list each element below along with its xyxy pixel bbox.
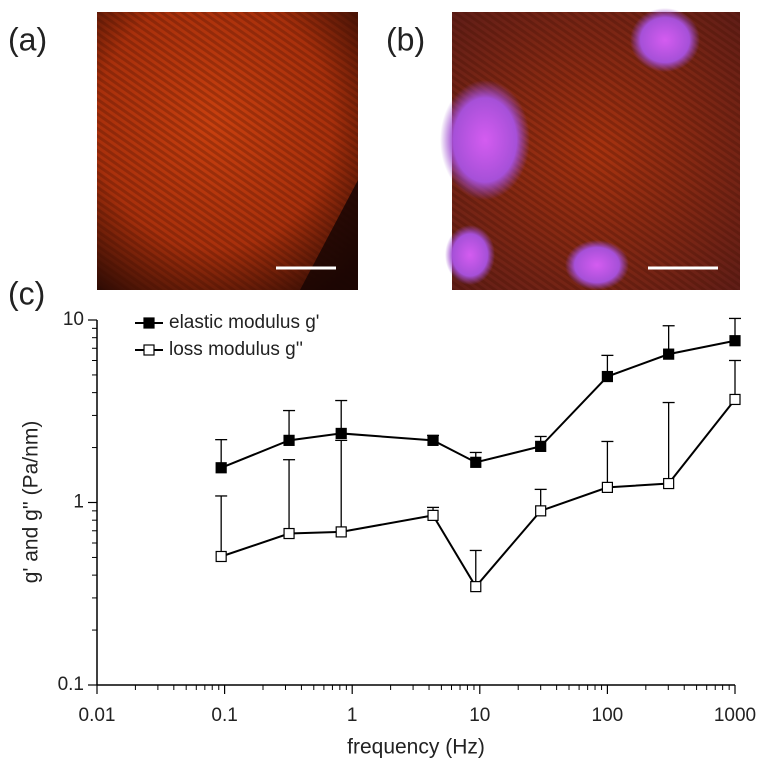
marker <box>215 462 227 474</box>
x-tick-label: 1000 <box>714 705 756 726</box>
y-axis-label: g' and g'' (Pa/nm) <box>20 421 43 584</box>
marker <box>601 481 614 493</box>
marker <box>470 581 482 593</box>
marker <box>283 434 295 446</box>
marker <box>663 477 675 490</box>
image-a <box>97 12 358 290</box>
legend-marker <box>143 344 155 356</box>
x-tick-label: 0.01 <box>79 705 116 726</box>
marker <box>601 370 614 383</box>
panel-label: (a) <box>8 21 47 57</box>
panel-label: (b) <box>386 21 425 57</box>
marker <box>535 440 547 452</box>
marker <box>535 505 547 517</box>
series-line <box>220 398 736 589</box>
marker <box>335 427 347 440</box>
marker <box>729 393 741 406</box>
image-b <box>440 8 740 290</box>
y-tick-label: 0.1 <box>58 674 84 695</box>
panel-label: (c) <box>8 275 45 311</box>
y-tick-label: 1 <box>73 492 84 513</box>
x-tick-label: 10 <box>469 705 490 726</box>
x-tick-label: 1 <box>347 705 358 726</box>
x-tick-label: 100 <box>592 705 624 726</box>
marker <box>215 550 227 563</box>
legend-label: elastic modulus g' <box>169 312 319 333</box>
legend-marker <box>143 317 155 329</box>
marker <box>729 335 741 347</box>
marker <box>283 527 295 540</box>
marker <box>470 456 482 468</box>
marker <box>427 509 439 521</box>
marker <box>335 526 347 538</box>
x-axis-label: frequency (Hz) <box>347 736 485 759</box>
x-tick-label: 0.1 <box>211 705 237 726</box>
y-tick-label: 10 <box>63 309 84 330</box>
legend-label: loss modulus g'' <box>169 339 303 360</box>
marker <box>663 348 675 360</box>
marker <box>427 434 439 446</box>
